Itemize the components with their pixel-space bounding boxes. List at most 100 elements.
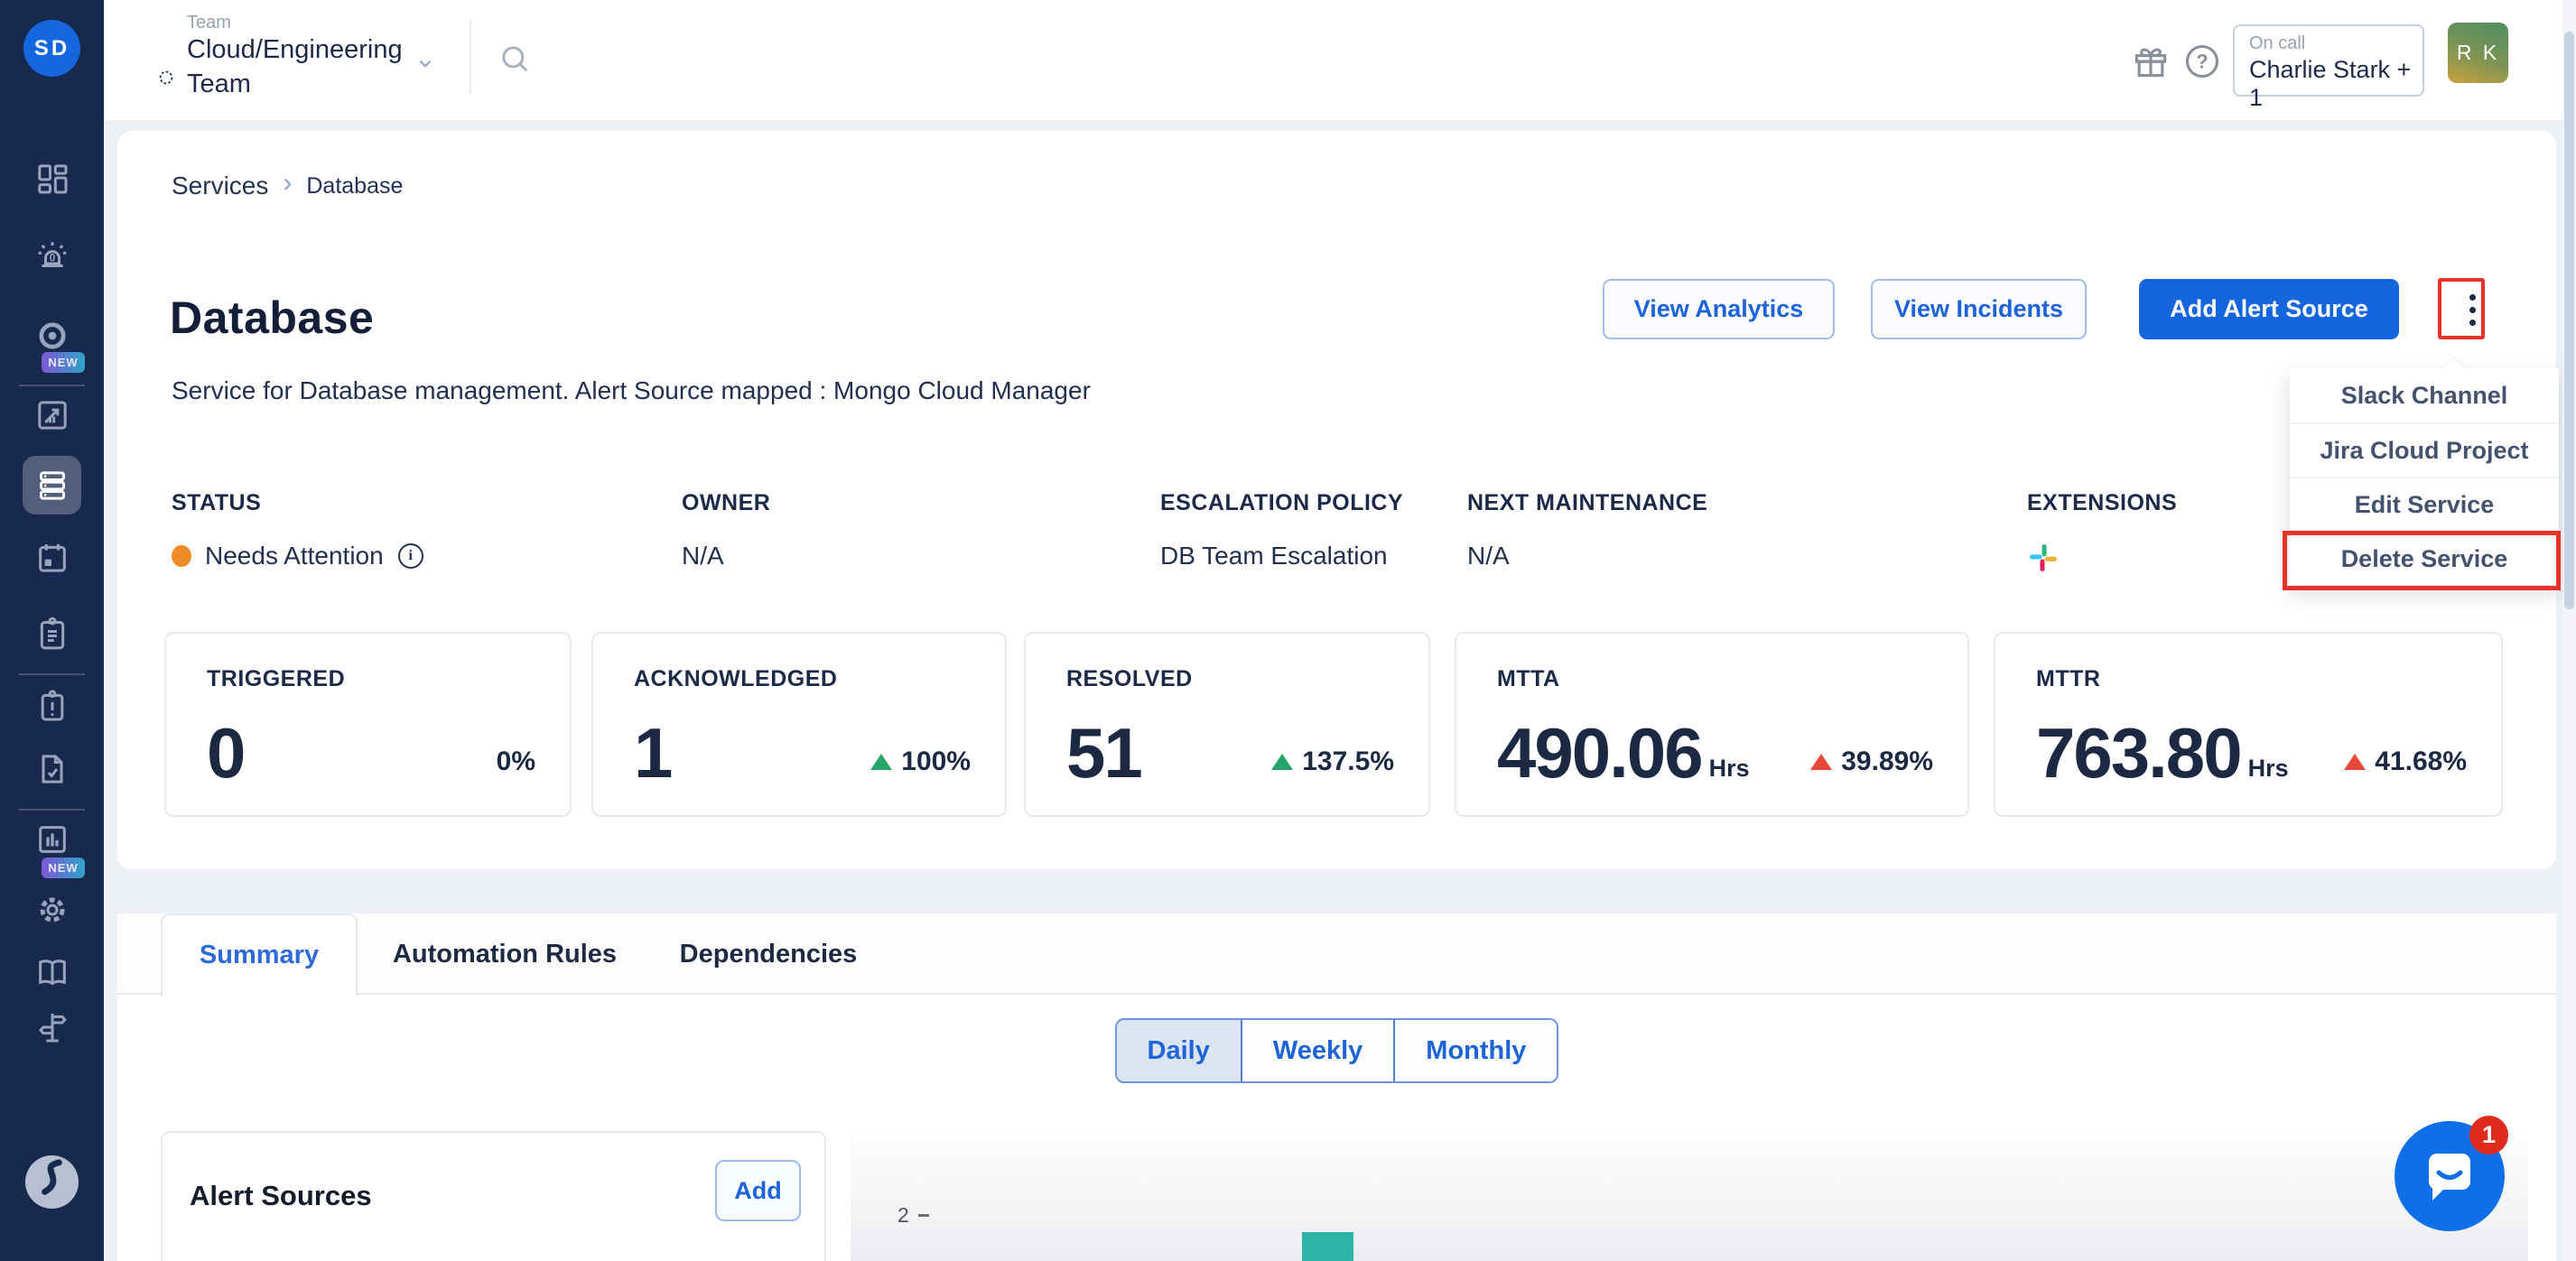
sidebar-item-services[interactable]	[23, 456, 81, 515]
breadcrumb-database: Database	[306, 172, 404, 199]
metric-label: RESOLVED	[1066, 666, 1193, 691]
breadcrumb-services[interactable]: Services	[172, 172, 269, 199]
svg-text:0: 0	[49, 252, 54, 264]
workspace-avatar[interactable]: SD	[23, 20, 80, 77]
sidebar-item-live-incidents[interactable]	[0, 318, 104, 354]
chat-unread-badge: 1	[2469, 1116, 2508, 1154]
svg-text:?: ?	[2196, 51, 2208, 73]
detail-label: EXTENSIONS	[2027, 490, 2178, 515]
toggle-daily[interactable]: Daily	[1116, 1020, 1241, 1081]
view-analytics-button[interactable]: View Analytics	[1603, 279, 1835, 339]
sidebar-divider	[19, 385, 85, 386]
metric-card-triggered: TRIGGERED 0 0%	[164, 632, 572, 817]
help-icon[interactable]: ?	[2182, 42, 2222, 86]
menu-item-delete-service[interactable]: Delete Service	[2290, 531, 2559, 585]
info-icon[interactable]: i	[397, 543, 423, 569]
service-description: Service for Database management. Alert S…	[172, 376, 1091, 404]
tab-dependencies[interactable]: Dependencies	[679, 939, 858, 969]
target-icon	[38, 322, 66, 349]
gift-icon[interactable]	[2131, 42, 2171, 86]
toggle-monthly[interactable]: Monthly	[1393, 1020, 1558, 1081]
sidebar-item-analytics[interactable]	[0, 397, 104, 433]
gear-icon	[40, 897, 64, 923]
detail-extensions: EXTENSIONS	[2027, 490, 2178, 571]
y-axis-tick: 2	[897, 1203, 929, 1228]
analytics-icon	[37, 401, 67, 430]
metric-change: 100%	[901, 746, 971, 776]
calendar-icon	[38, 544, 66, 572]
slack-icon[interactable]	[2027, 542, 2060, 580]
sidebar-item-postmortems[interactable]	[0, 688, 104, 724]
sidebar: SD 0 NEW	[0, 0, 104, 1261]
metric-card-mtta: MTTA 490.06 Hrs 39.89%	[1455, 632, 1969, 817]
sidebar-item-service-graph[interactable]	[0, 821, 104, 858]
metric-card-mttr: MTTR 763.80 Hrs 41.68%	[1994, 632, 2503, 817]
tab-summary[interactable]: Summary	[161, 913, 358, 997]
escalation-policy-value: DB Team Escalation	[1160, 542, 1388, 570]
clipboard-alert-icon	[41, 690, 63, 721]
metric-card-acknowledged: ACKNOWLEDGED 1 100%	[591, 632, 1007, 817]
metric-card-resolved: RESOLVED 51 137.5%	[1024, 632, 1430, 817]
incidents-chart: 2	[851, 1131, 2528, 1261]
alert-sources-title: Alert Sources	[190, 1180, 372, 1211]
metric-value: 0	[207, 713, 246, 793]
team-selector[interactable]: Cloud/Engineering Team	[187, 35, 403, 98]
new-badge: NEW	[42, 858, 85, 878]
add-alert-source-small-button[interactable]: Add	[715, 1160, 801, 1221]
new-badge: NEW	[42, 352, 85, 373]
menu-item-slack-channel[interactable]: Slack Channel	[2290, 368, 2559, 422]
on-call-label: On call	[2249, 33, 2306, 53]
more-options-button[interactable]	[2456, 286, 2488, 333]
detail-label: STATUS	[172, 490, 262, 515]
metric-label: MTTA	[1497, 666, 1560, 691]
dashboard-icon	[37, 164, 67, 194]
team-icon	[156, 68, 176, 92]
sidebar-item-tasks[interactable]	[0, 616, 104, 652]
sidebar-item-schedules[interactable]	[0, 540, 104, 576]
period-toggle: Daily Weekly Monthly	[1114, 1018, 1559, 1083]
sidebar-item-docs[interactable]	[0, 955, 104, 991]
service-overview-card: Services › Database Database Service for…	[117, 131, 2556, 869]
metric-value: 51	[1066, 713, 1143, 793]
top-header: Team Cloud/Engineering Team ? On call Ch…	[104, 0, 2576, 120]
breadcrumb: Services › Database	[172, 170, 404, 200]
metric-change: 39.89%	[1841, 746, 1933, 776]
services-icon	[39, 470, 65, 500]
chevron-down-icon	[415, 54, 435, 79]
scrollbar-track[interactable]	[2562, 0, 2576, 1261]
trend-up-icon	[1810, 754, 1833, 770]
status-dot-icon	[172, 545, 191, 567]
siren-icon: 0	[38, 242, 66, 267]
team-label: Team	[187, 13, 231, 32]
status-value: Needs Attention	[205, 542, 384, 570]
sidebar-item-getting-started[interactable]	[0, 1009, 104, 1045]
metric-label: ACKNOWLEDGED	[634, 666, 838, 691]
bar-chart-icon	[38, 826, 66, 853]
signpost-icon	[38, 1014, 67, 1043]
metric-value: 763.80	[2036, 713, 2243, 793]
user-avatar[interactable]: R K	[2448, 23, 2508, 83]
metric-value: 490.06	[1497, 713, 1704, 793]
sidebar-item-settings[interactable]	[0, 892, 104, 928]
detail-owner: OWNER N/A	[682, 490, 770, 570]
scrollbar-thumb[interactable]	[2564, 32, 2574, 609]
detail-label: NEXT MAINTENANCE	[1467, 490, 1708, 515]
tab-automation-rules[interactable]: Automation Rules	[392, 939, 618, 969]
metric-change: 137.5%	[1302, 746, 1394, 776]
add-alert-source-button[interactable]: Add Alert Source	[2139, 279, 2399, 339]
sidebar-item-runbooks[interactable]	[0, 751, 104, 787]
toggle-weekly[interactable]: Weekly	[1240, 1020, 1394, 1081]
view-incidents-button[interactable]: View Incidents	[1871, 279, 2087, 339]
chart-bar[interactable]	[1302, 1232, 1353, 1261]
sidebar-item-incidents[interactable]: 0	[0, 236, 104, 273]
search-icon[interactable]	[497, 41, 533, 81]
clipboard-icon	[40, 617, 64, 650]
detail-escalation-policy: ESCALATION POLICY DB Team Escalation	[1160, 490, 1403, 570]
menu-item-jira-cloud-project[interactable]: Jira Cloud Project	[2290, 422, 2559, 477]
sidebar-item-dashboard[interactable]	[0, 161, 104, 197]
metric-change: 0%	[496, 746, 535, 776]
on-call-widget[interactable]: On call Charlie Stark + 1	[2233, 24, 2424, 111]
trend-up-icon	[870, 754, 893, 770]
menu-item-edit-service[interactable]: Edit Service	[2290, 477, 2559, 531]
